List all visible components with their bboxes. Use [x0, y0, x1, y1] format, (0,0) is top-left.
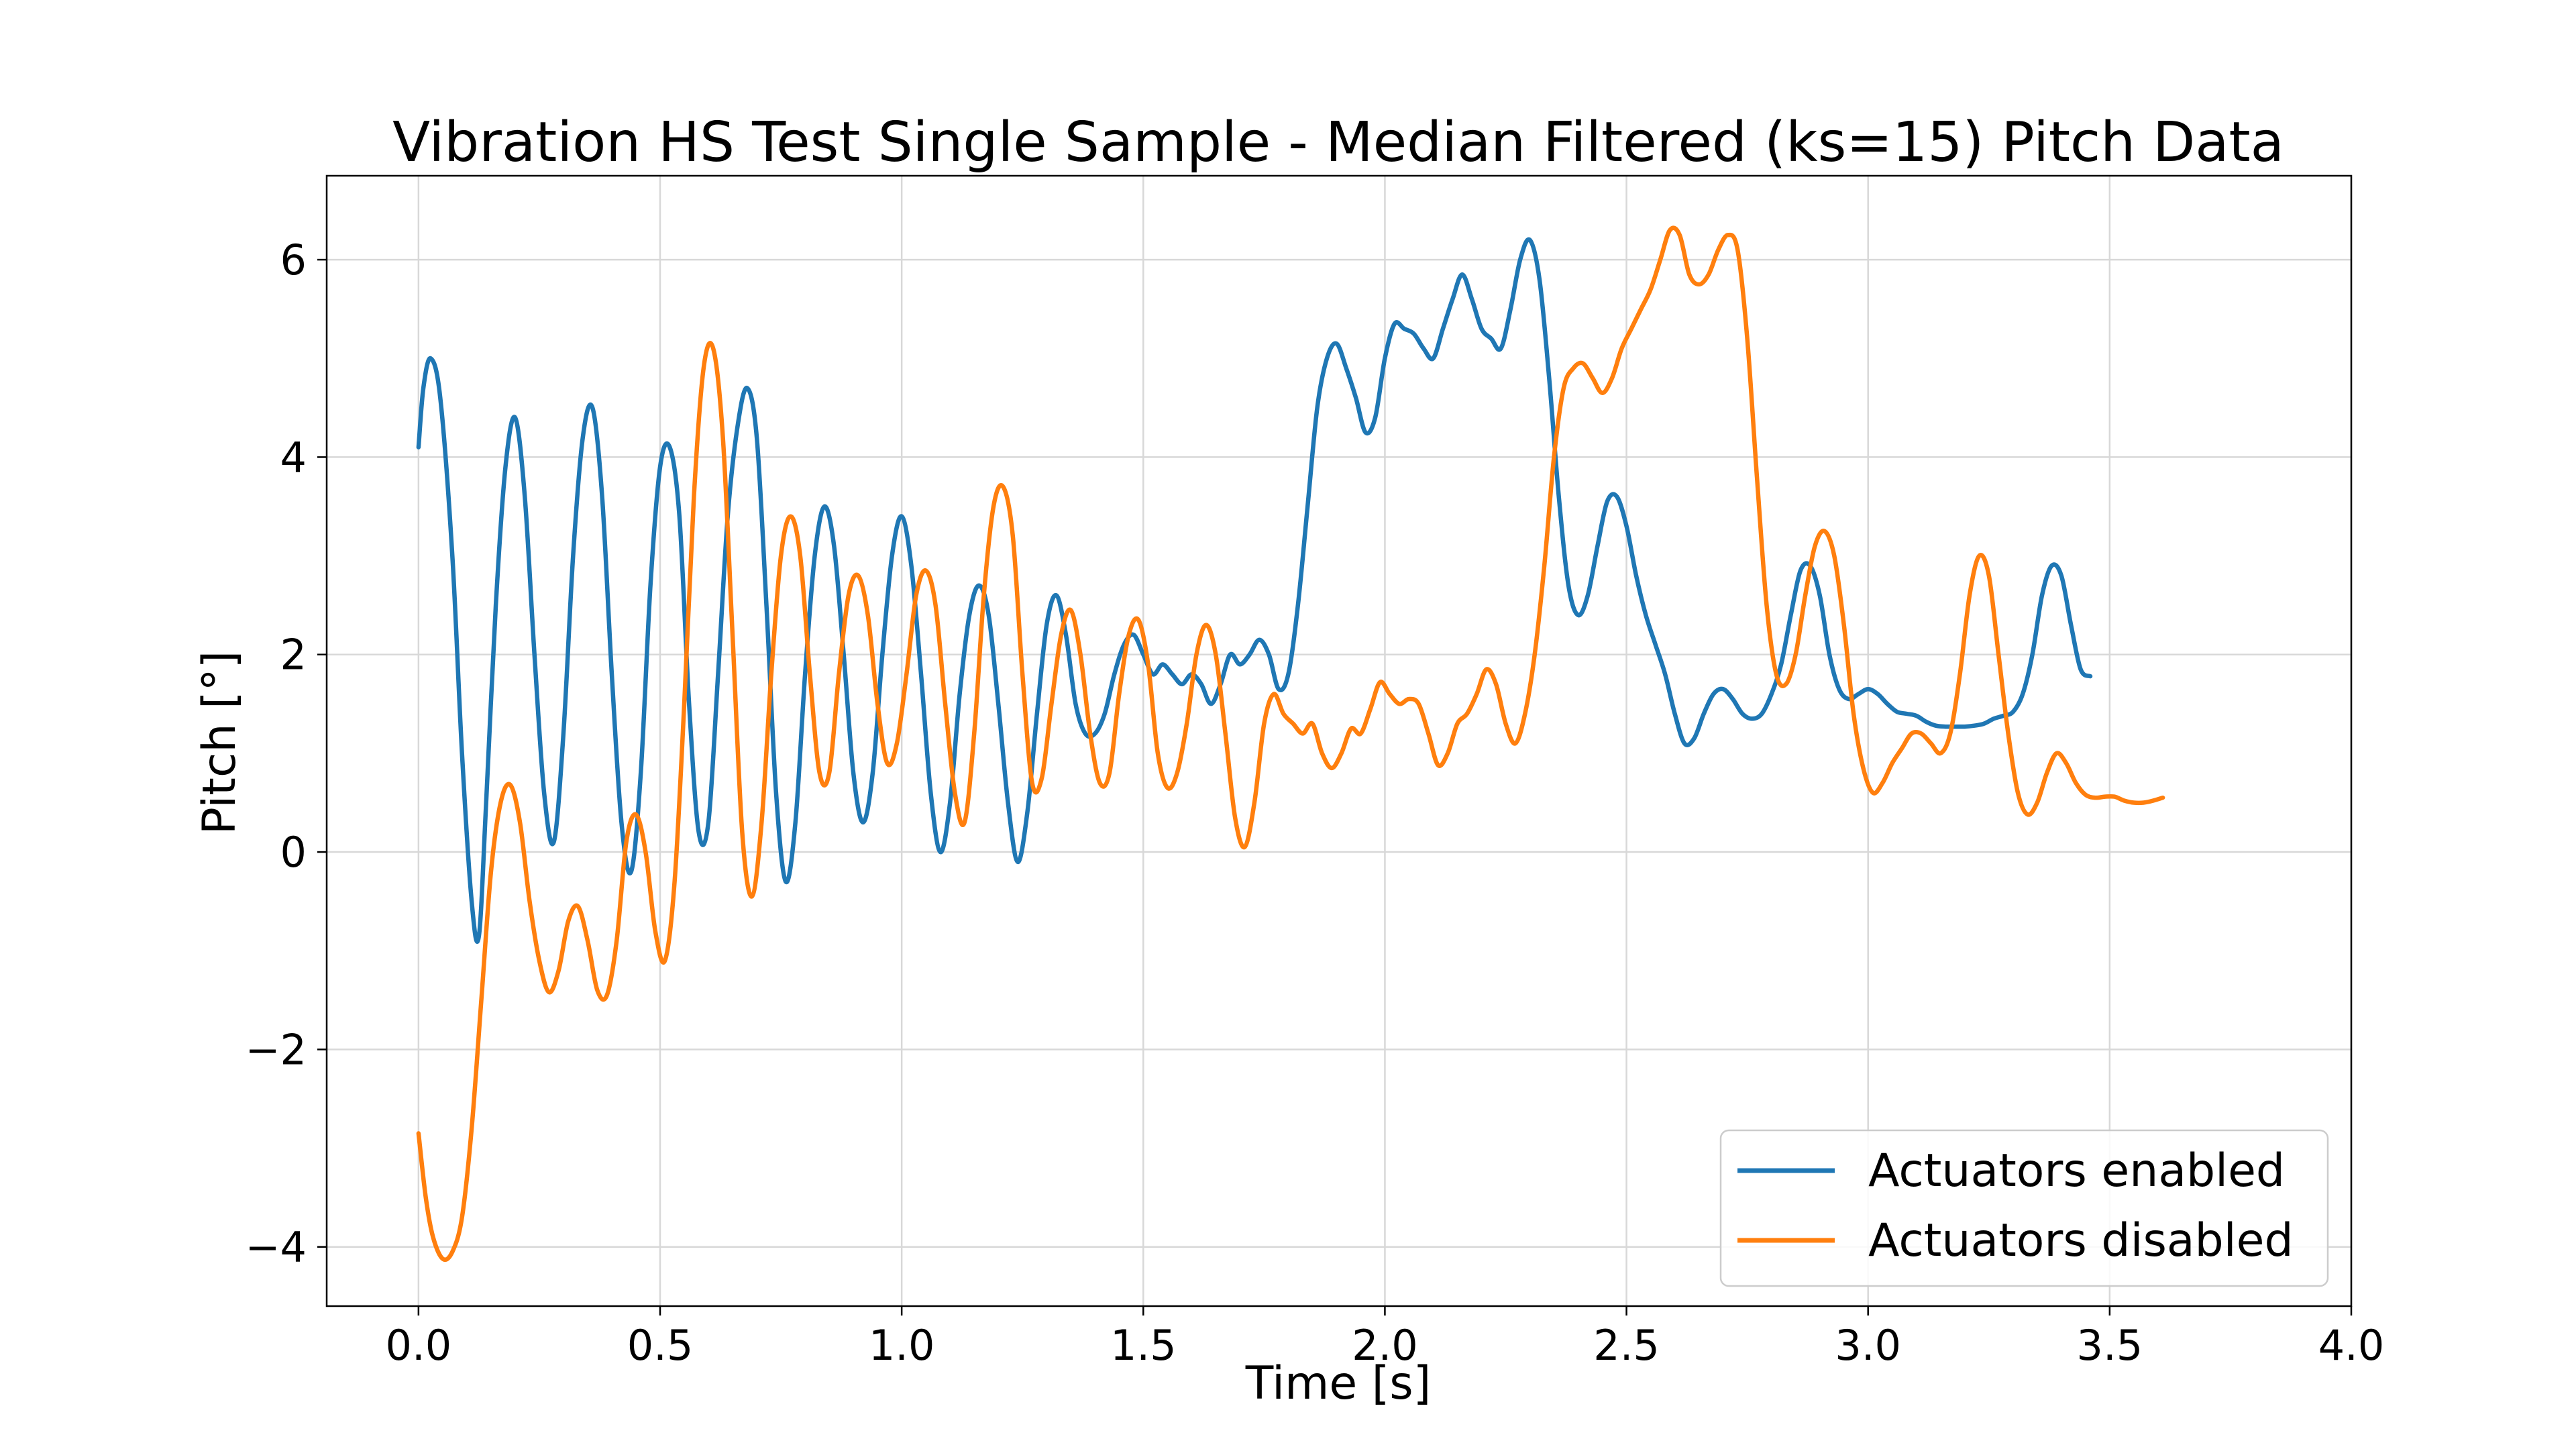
y-tick-label: 4: [280, 433, 307, 482]
y-tick-label: 2: [280, 631, 307, 680]
x-tick-label: 0.0: [386, 1321, 452, 1370]
x-tick-label: 2.5: [1593, 1321, 1660, 1370]
x-tick-label: 0.5: [627, 1321, 694, 1370]
chart-title: Vibration HS Test Single Sample - Median…: [392, 111, 2284, 174]
x-tick-label: 1.0: [869, 1321, 935, 1370]
series-line-actuators-disabled: [416, 225, 2165, 1262]
y-tick-label: 6: [280, 235, 307, 284]
x-tick-label: 2.0: [1352, 1321, 1418, 1370]
x-tick-label: 1.5: [1110, 1321, 1177, 1370]
x-tick-labels: 0.0 0.5 1.0 1.5 2.0 2.5 3.0 3.5 4.0: [386, 1321, 2385, 1370]
x-tick-label: 4.0: [2318, 1321, 2385, 1370]
tick-marks: [317, 258, 2353, 1316]
series-layer: [416, 225, 2165, 1262]
x-tick-label: 3.5: [2077, 1321, 2143, 1370]
legend-label-enabled: Actuators enabled: [1868, 1144, 2285, 1197]
y-tick-labels: −4 −2 0 2 4 6: [246, 235, 307, 1272]
y-tick-label: −4: [246, 1223, 307, 1272]
x-tick-label: 3.0: [1835, 1321, 1901, 1370]
y-axis-label: Pitch [°]: [193, 651, 246, 835]
y-tick-label: 0: [280, 828, 307, 877]
legend: Actuators enabled Actuators disabled: [1719, 1129, 2329, 1287]
axes-frame: [325, 174, 2353, 1307]
legend-label-disabled: Actuators disabled: [1868, 1214, 2294, 1267]
y-tick-label: −2: [246, 1025, 307, 1074]
x-axis-label: Time [s]: [1245, 1357, 1432, 1410]
legend-box: [1719, 1129, 2329, 1287]
